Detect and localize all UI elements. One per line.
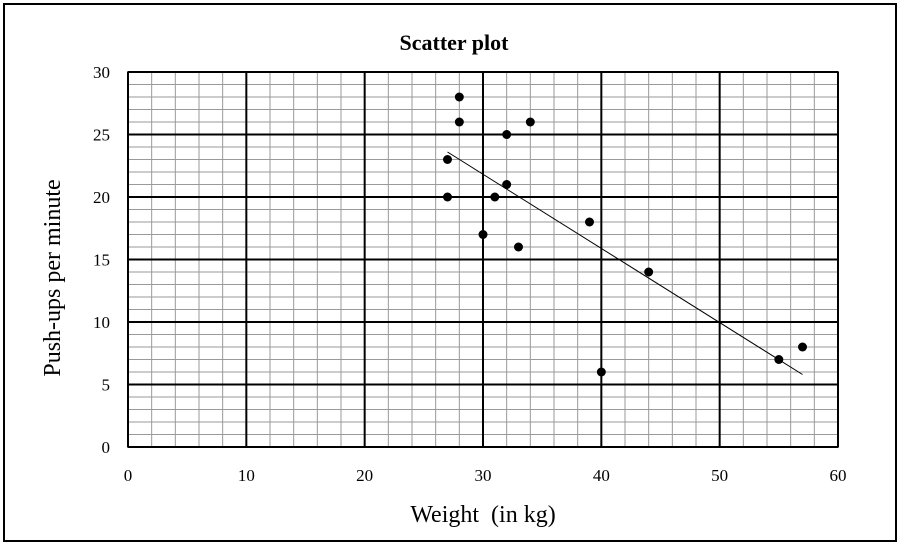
y-tick-label: 30: [93, 63, 110, 82]
x-tick-label: 60: [830, 466, 847, 485]
x-axis-label: Weight (in kg): [410, 502, 555, 528]
x-tick-label: 10: [238, 466, 255, 485]
y-tick-label: 0: [102, 438, 111, 457]
trendline: [447, 151, 803, 375]
y-tick-label: 20: [93, 188, 110, 207]
chart-title: Scatter plot: [400, 30, 510, 55]
x-tick-labels: 0 10 20 30 40 50 60: [124, 466, 847, 485]
data-point: [443, 155, 452, 164]
data-point: [774, 355, 784, 364]
x-tick-label: 50: [711, 466, 728, 485]
x-tick-label: 20: [356, 466, 373, 485]
data-point: [798, 342, 807, 352]
x-tick-label: 30: [475, 466, 492, 485]
x-tick-label: 40: [593, 466, 610, 485]
data-point: [525, 117, 535, 127]
y-tick-label: 10: [93, 313, 110, 332]
plot-area-border: [127, 71, 839, 448]
data-point: [514, 242, 523, 252]
data-point: [490, 192, 500, 202]
data-point: [443, 192, 452, 202]
y-tick-label: 25: [93, 126, 110, 145]
y-tick-label: 5: [102, 376, 111, 395]
data-point: [454, 92, 464, 102]
data-point: [596, 367, 606, 377]
y-tick-labels: 0 5 10 15 20 25 30: [93, 63, 110, 457]
x-tick-label: 0: [124, 466, 133, 485]
y-tick-label: 15: [93, 251, 110, 270]
data-points: [443, 92, 807, 377]
data-point: [644, 267, 654, 277]
data-point: [585, 217, 594, 227]
y-axis-label: Push-ups per minute: [40, 179, 66, 376]
data-point: [502, 130, 512, 139]
data-point: [454, 117, 464, 127]
data-point: [502, 180, 512, 189]
data-point: [478, 230, 488, 239]
